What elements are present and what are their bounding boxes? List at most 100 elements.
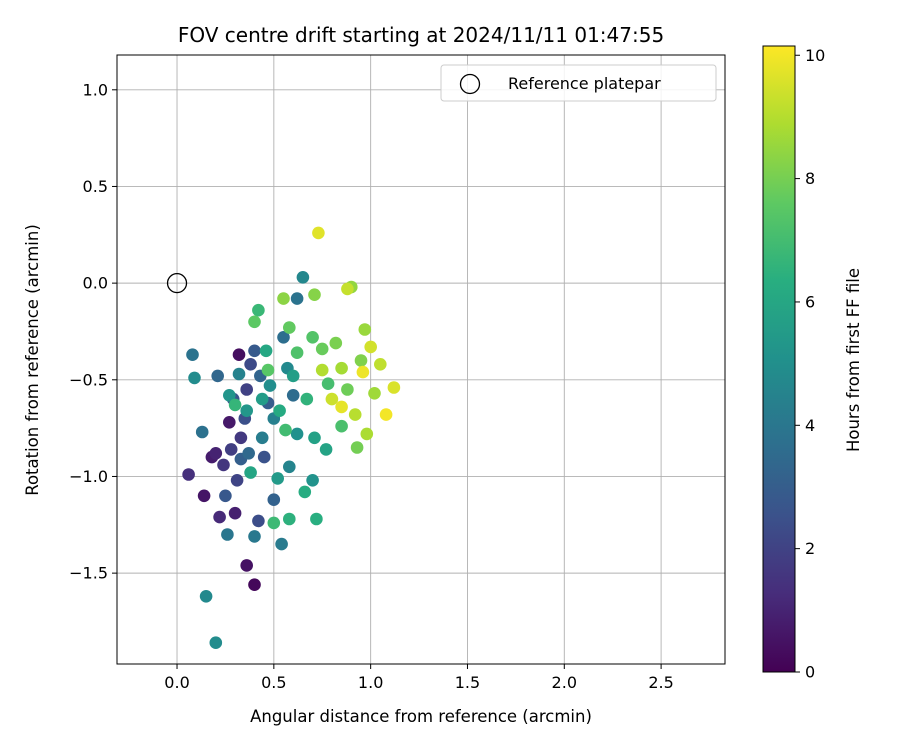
data-point (195, 425, 209, 439)
chart-title: FOV centre drift starting at 2024/11/11 … (178, 23, 664, 47)
data-point (374, 358, 387, 371)
data-point (271, 472, 285, 485)
data-point (290, 292, 304, 305)
y-tick-label: 0.5 (83, 177, 108, 196)
data-point (273, 404, 286, 418)
data-point (186, 348, 199, 362)
legend-label: Reference platepar (508, 74, 661, 93)
reference-marker (166, 272, 188, 294)
data-point (267, 516, 281, 530)
legend-box (440, 64, 717, 102)
data-point (350, 441, 364, 454)
x-tick-label: 2.0 (552, 673, 577, 692)
data-point (252, 303, 265, 317)
data-point (197, 489, 211, 503)
y-tick-label: −0.5 (69, 370, 108, 389)
colorbar-tick-label: 10 (805, 46, 825, 65)
colorbar (762, 45, 796, 673)
data-point (354, 354, 368, 367)
y-axis-ticks: 1.0 0.5 0.0 −0.5 −1.0 −1.5 (69, 80, 117, 583)
data-point (257, 450, 271, 464)
data-point (279, 423, 292, 437)
data-point (244, 358, 257, 371)
data-point (209, 447, 223, 460)
data-point (286, 389, 300, 402)
data-point (341, 282, 354, 296)
data-points (182, 226, 401, 649)
data-point (232, 348, 246, 362)
colorbar-tick-label: 4 (805, 416, 815, 435)
reference-platepar-marker (166, 272, 188, 294)
y-tick-label: 0.0 (83, 274, 108, 293)
data-point (319, 443, 333, 456)
data-point (259, 344, 273, 358)
data-point (356, 365, 370, 379)
data-point (312, 226, 325, 240)
data-point (248, 315, 261, 329)
colorbar-tick-label: 6 (805, 292, 815, 311)
data-point (358, 323, 372, 336)
data-point (325, 392, 339, 406)
data-point (335, 400, 348, 414)
data-point (224, 443, 238, 456)
data-point (255, 392, 269, 406)
data-point (335, 419, 348, 433)
data-point (234, 431, 248, 445)
data-point (211, 369, 224, 383)
data-point (321, 377, 335, 391)
data-point (230, 474, 244, 487)
data-point (242, 447, 255, 460)
data-point (213, 510, 226, 524)
colorbar-tick-label: 8 (805, 169, 815, 188)
data-point (283, 321, 296, 334)
plot-frame (116, 54, 726, 665)
data-point (308, 288, 321, 302)
x-tick-label: 2.5 (648, 673, 673, 692)
data-point (221, 528, 234, 541)
legend-hollow-circle-icon (459, 73, 481, 95)
data-point (368, 387, 381, 400)
data-point (387, 381, 401, 394)
data-point (298, 485, 312, 499)
data-point (240, 383, 253, 396)
data-point (182, 468, 195, 481)
data-point (315, 342, 329, 356)
data-point (209, 636, 223, 649)
data-point (277, 292, 290, 305)
data-point (329, 336, 343, 350)
x-axis-ticks: 0.0 0.5 1.0 1.5 2.0 2.5 (164, 664, 674, 692)
data-point (244, 466, 257, 479)
data-point (252, 514, 265, 528)
data-point (199, 590, 213, 603)
grid-lines (117, 55, 725, 664)
x-tick-label: 0.5 (261, 673, 286, 692)
y-axis-label: Rotation from reference (arcmin) (23, 224, 42, 496)
data-point (364, 340, 378, 354)
data-point (263, 379, 277, 392)
data-point (310, 512, 323, 526)
data-point (232, 367, 246, 381)
colorbar-tick-label: 2 (805, 539, 815, 558)
y-tick-label: 1.0 (83, 80, 108, 99)
data-point (217, 458, 230, 472)
data-point (240, 559, 253, 572)
data-point (306, 331, 319, 344)
data-point (283, 512, 296, 526)
y-tick-label: −1.5 (69, 564, 108, 583)
data-point (341, 383, 354, 396)
data-point (379, 408, 393, 421)
colorbar-tick-label: 0 (805, 663, 815, 682)
data-point (290, 346, 304, 360)
data-point (188, 371, 201, 385)
data-point (290, 427, 304, 441)
x-axis-label: Angular distance from reference (arcmin) (250, 707, 592, 726)
colorbar-label: Hours from first FF file (844, 268, 863, 452)
data-point (267, 493, 281, 507)
data-point (348, 408, 362, 421)
data-point (248, 578, 261, 591)
colorbar-ticks: 0 2 4 6 8 10 (795, 46, 825, 682)
data-point (228, 398, 242, 412)
data-point (300, 392, 314, 406)
data-point (283, 460, 296, 474)
